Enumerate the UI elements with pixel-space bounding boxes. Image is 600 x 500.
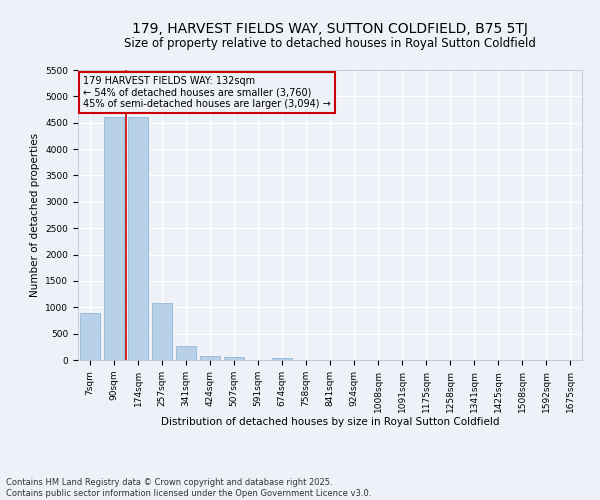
Text: Contains HM Land Registry data © Crown copyright and database right 2025.
Contai: Contains HM Land Registry data © Crown c… (6, 478, 371, 498)
Bar (224, 356, 244, 360)
Bar (152, 304, 172, 360)
Bar (80, 313, 100, 360)
Bar (272, 358, 292, 360)
Bar (104, 118, 124, 360)
Text: 179, HARVEST FIELDS WAY, SUTTON COLDFIELD, B75 5TJ: 179, HARVEST FIELDS WAY, SUTTON COLDFIEL… (132, 22, 528, 36)
Bar (200, 356, 220, 360)
X-axis label: Distribution of detached houses by size in Royal Sutton Coldfield: Distribution of detached houses by size … (161, 418, 499, 428)
Bar (176, 346, 196, 360)
Y-axis label: Number of detached properties: Number of detached properties (30, 133, 40, 297)
Bar (128, 118, 148, 360)
Text: Size of property relative to detached houses in Royal Sutton Coldfield: Size of property relative to detached ho… (124, 38, 536, 51)
Text: 179 HARVEST FIELDS WAY: 132sqm
← 54% of detached houses are smaller (3,760)
45% : 179 HARVEST FIELDS WAY: 132sqm ← 54% of … (83, 76, 331, 109)
